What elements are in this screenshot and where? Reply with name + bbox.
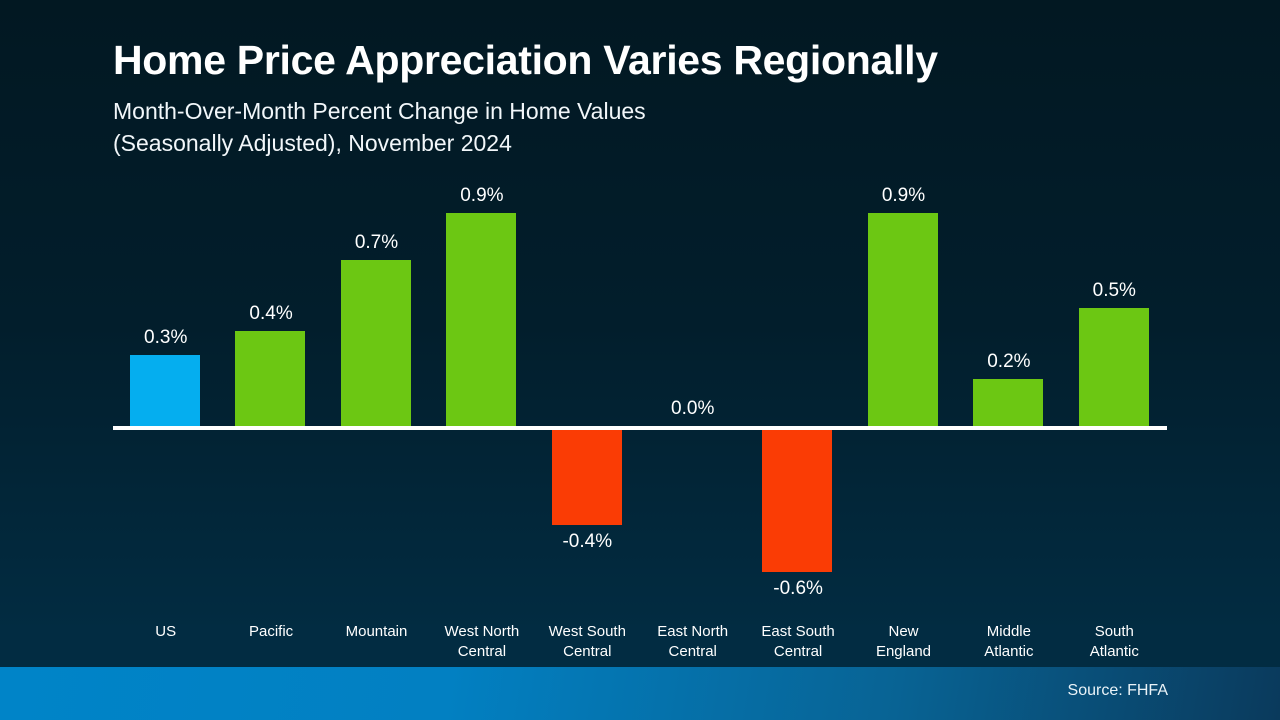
x-axis-label: West North Central <box>444 623 520 660</box>
bar-value-label: 0.3% <box>144 326 188 348</box>
x-axis-label: East North Central <box>657 623 729 660</box>
bar-value-label: 0.9% <box>460 184 504 206</box>
page-title: Home Price Appreciation Varies Regionall… <box>113 37 938 83</box>
x-axis-label: New England <box>875 623 932 660</box>
bar-group: -0.4% <box>535 185 640 615</box>
page-subtitle: Month-Over-Month Percent Change in Home … <box>113 98 646 156</box>
bar-value-label: -0.4% <box>562 530 613 552</box>
chart-bar[interactable] <box>130 354 200 426</box>
bar-value-label: 0.5% <box>1092 279 1136 301</box>
bar-group: -0.6% <box>745 185 850 615</box>
x-axis-category-labels: US Pacific Mountain West North Central West … <box>113 622 1167 668</box>
bar-value-label: 0.0% <box>671 398 715 419</box>
chart-bar[interactable] <box>551 430 622 525</box>
bar-value-label: -0.6% <box>773 578 823 600</box>
bar-group: 0.2% <box>956 185 1061 615</box>
chart-bar[interactable] <box>1078 307 1149 426</box>
x-axis-label: East South Central <box>761 623 835 660</box>
bar-group: 0.4% <box>218 185 323 615</box>
chart-bar[interactable] <box>973 378 1044 426</box>
source-label: Source: FHFA <box>1067 682 1168 699</box>
x-axis-label: Middle Atlantic <box>984 623 1034 660</box>
footer-bar: Source: FHFA <box>0 667 1280 720</box>
bar-group: 0.9% <box>851 185 956 615</box>
bar-value-label: 0.7% <box>354 232 399 254</box>
x-axis-label: Mountain <box>345 623 408 640</box>
chart-bar[interactable] <box>762 430 833 573</box>
chart-bar[interactable] <box>867 212 938 426</box>
chart-bar[interactable] <box>235 331 306 426</box>
bar-group: 0.0% <box>640 185 745 615</box>
bar-group: 0.5% <box>1062 185 1167 615</box>
bar-chart-plot-area: 0.3% 0.4% 0.7% 0.9% -0.4% 0.0% -0.6% 0.9% 0.2% 0.… <box>113 185 1167 615</box>
bar-value-label: 0.9% <box>881 184 926 206</box>
x-axis-label: US <box>155 623 177 640</box>
chart-bar[interactable] <box>340 260 411 426</box>
x-axis-label: South Atlantic <box>1089 623 1139 660</box>
bar-group: 0.7% <box>324 185 429 615</box>
bar-group: 0.3% <box>113 185 218 615</box>
header-block: Home Price Appreciation Varies Regionall… <box>113 40 1213 159</box>
bar-group: 0.9% <box>429 185 534 615</box>
x-axis-label: Pacific <box>248 623 294 640</box>
bar-value-label: 0.2% <box>987 350 1031 372</box>
chart-bar[interactable] <box>446 212 517 426</box>
bar-value-label: 0.4% <box>249 303 293 325</box>
x-axis-label: West South Central <box>548 623 626 660</box>
zero-baseline <box>113 426 1167 430</box>
